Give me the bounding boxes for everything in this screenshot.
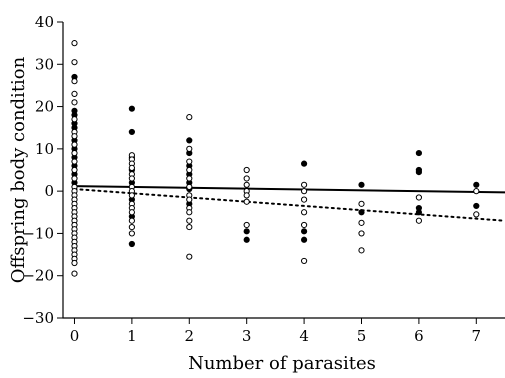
y-tick-label: 10 [35, 140, 54, 158]
x-tick-label: 3 [242, 327, 252, 345]
open-data-point [474, 212, 479, 217]
open-data-point [244, 167, 249, 172]
open-data-point [301, 222, 306, 227]
filled-data-point [416, 150, 421, 155]
open-data-point [359, 220, 364, 225]
open-data-point [72, 134, 77, 139]
open-data-point [72, 100, 77, 105]
x-tick-label: 6 [414, 327, 424, 345]
trend-lines [74, 186, 505, 221]
filled-data-point [301, 161, 306, 166]
open-data-point [244, 182, 249, 187]
x-tick-label: 4 [299, 327, 309, 345]
open-data-point [416, 195, 421, 200]
open-data-point [301, 182, 306, 187]
open-data-point [187, 254, 192, 259]
open-data-point [359, 248, 364, 253]
open-data-point [187, 167, 192, 172]
open-data-point [187, 218, 192, 223]
filled-data-point [416, 210, 421, 215]
x-tick-label: 5 [357, 327, 367, 345]
open-data-point [72, 260, 77, 265]
open-data-point [187, 176, 192, 181]
filled-data-point [359, 210, 364, 215]
y-axis-title: Offspring body condition [8, 56, 29, 283]
open-data-point [244, 199, 249, 204]
y-tick-label: −30 [22, 309, 54, 327]
open-data-point [129, 224, 134, 229]
x-tick-label: 0 [70, 327, 80, 345]
trend-line-dotted [74, 189, 505, 221]
open-data-point [129, 176, 134, 181]
open-data-point [244, 222, 249, 227]
open-data-point [72, 91, 77, 96]
open-data-point [72, 159, 77, 164]
x-axis-title: Number of parasites [188, 353, 376, 373]
open-data-point [72, 142, 77, 147]
open-data-point [72, 41, 77, 46]
open-data-point [301, 210, 306, 215]
filled-data-point [474, 182, 479, 187]
open-data-point [72, 271, 77, 276]
open-data-point [72, 176, 77, 181]
open-data-point [129, 218, 134, 223]
open-data-point [187, 184, 192, 189]
filled-data-point [416, 170, 421, 175]
open-data-point [301, 197, 306, 202]
open-data-point [474, 189, 479, 194]
open-data-point [244, 176, 249, 181]
open-data-point [187, 224, 192, 229]
x-tick-label: 7 [472, 327, 482, 345]
open-data-point [416, 218, 421, 223]
open-data-point [301, 189, 306, 194]
open-data-point [129, 231, 134, 236]
filled-data-point [244, 229, 249, 234]
open-data-point [187, 115, 192, 120]
filled-data-point [474, 203, 479, 208]
open-data-point [187, 159, 192, 164]
y-tick-label: 30 [35, 55, 54, 73]
x-tick-label: 2 [185, 327, 195, 345]
open-data-point [129, 193, 134, 198]
trend-line-solid [74, 186, 505, 192]
open-data-point [72, 79, 77, 84]
open-data-point [72, 60, 77, 65]
open-data-point [187, 197, 192, 202]
open-data-point [129, 165, 134, 170]
y-tick-label: 20 [35, 98, 54, 116]
open-data-point [244, 193, 249, 198]
open-data-point [359, 201, 364, 206]
filled-data-point [301, 229, 306, 234]
open-data-point [72, 167, 77, 172]
x-tick-label: 1 [127, 327, 137, 345]
filled-data-point [187, 138, 192, 143]
filled-data-point [129, 241, 134, 246]
filled-data-point [129, 129, 134, 134]
filled-data-point [244, 237, 249, 242]
open-data-point [187, 146, 192, 151]
filled-data-point [359, 182, 364, 187]
filled-data-point [301, 237, 306, 242]
open-data-point [72, 117, 77, 122]
open-data-point [129, 210, 134, 215]
y-tick-label: 40 [35, 13, 54, 31]
open-data-point [301, 258, 306, 263]
open-data-point [359, 231, 364, 236]
open-data-point [187, 210, 192, 215]
open-data-point [72, 150, 77, 155]
y-tick-label: 0 [44, 182, 54, 200]
data-points [72, 41, 479, 277]
filled-data-point [129, 106, 134, 111]
